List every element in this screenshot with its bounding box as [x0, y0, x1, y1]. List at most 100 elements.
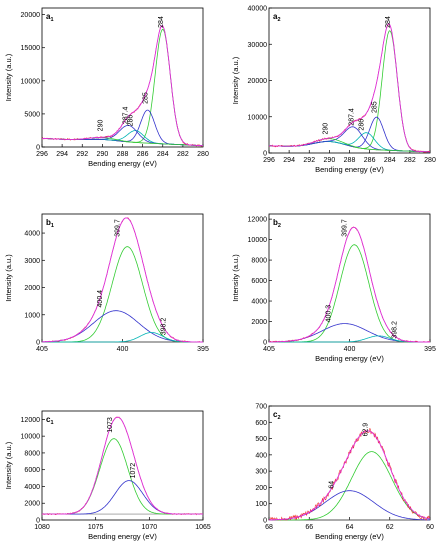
- x-tick-label: 282: [177, 151, 189, 158]
- y-tick-label: 0: [36, 340, 40, 347]
- plot-frame: [41, 410, 204, 521]
- plot-frame: [268, 7, 431, 154]
- component-290: [268, 138, 430, 153]
- x-tick-label: 296: [263, 157, 275, 164]
- component-400.4: [41, 310, 203, 343]
- x-axis-title: Bending energy (eV): [315, 354, 384, 363]
- y-tick-label: 15000: [21, 45, 41, 52]
- y-tick-label: 10000: [248, 114, 268, 121]
- y-tick-label: 30000: [248, 42, 268, 49]
- x-tick-label: 284: [384, 157, 396, 164]
- x-tick-label: 292: [76, 151, 88, 158]
- x-tick-label: 62: [386, 524, 394, 531]
- x-tick-label: 280: [424, 157, 436, 164]
- y-axis-title: Intensity (a.u.): [4, 53, 13, 101]
- x-tick-label: 286: [137, 151, 149, 158]
- y-tick-label: 500: [255, 436, 267, 443]
- x-tick-label: 292: [303, 157, 315, 164]
- plot-frame: [268, 213, 431, 343]
- y-tick-label: 3000: [24, 258, 40, 265]
- x-axis-title: Bending energy (eV): [88, 159, 157, 168]
- component-1073: [42, 438, 203, 515]
- y-tick-label: 100: [255, 501, 267, 508]
- x-tick-label: 290: [97, 151, 109, 158]
- y-axis-title: Intensity (a.u.): [4, 254, 13, 302]
- y-tick-label: 0: [263, 151, 267, 158]
- envelope-curve: [269, 430, 431, 521]
- x-axis-title: Bending energy (eV): [315, 532, 384, 541]
- peak-label-285: 285: [143, 92, 150, 104]
- peak-label-398.2: 398.2: [160, 318, 167, 336]
- x-tick-label: 405: [36, 346, 48, 353]
- peak-label-1073: 1073: [107, 417, 114, 433]
- y-tick-label: 4000: [24, 484, 40, 491]
- component-62.9: [269, 451, 431, 521]
- y-tick-label: 20000: [21, 12, 41, 19]
- peak-label-284: 284: [385, 16, 392, 28]
- x-tick-label: 1070: [142, 524, 158, 531]
- peak-label-399.7: 399.7: [114, 219, 121, 237]
- y-tick-label: 1000: [24, 312, 40, 319]
- x-tick-label: 400: [117, 346, 129, 353]
- y-tick-label: 2000: [24, 285, 40, 292]
- panel-b1: 405 400 395 0 1000 2000 3000 4000 Intensity (a.u…: [4, 213, 209, 353]
- panel-label: b1: [46, 218, 54, 229]
- panel-label: b2: [273, 218, 281, 229]
- plot-frame: [41, 7, 204, 148]
- y-tick-label: 10000: [21, 434, 41, 441]
- experimental-curve: [41, 217, 204, 343]
- x-tick-label: 294: [56, 151, 68, 158]
- peak-label-287.4: 287.4: [123, 107, 130, 125]
- panel-label: c2: [273, 410, 281, 421]
- x-tick-label: 280: [197, 151, 209, 158]
- x-tick-label: 395: [197, 346, 209, 353]
- x-tick-label: 68: [265, 524, 273, 531]
- experimental-curve: [268, 226, 431, 343]
- x-tick-label: 296: [36, 151, 48, 158]
- y-tick-label: 6000: [24, 467, 40, 474]
- component-1072: [42, 480, 203, 515]
- peak-label-284: 284: [158, 16, 165, 28]
- component-287.4: [42, 125, 204, 147]
- y-tick-label: 600: [255, 420, 267, 427]
- panel-a1: 296 294 292 290 288 286 284 282 280 0 5000 10000 150…: [4, 7, 209, 168]
- x-tick-label: 1065: [195, 524, 211, 531]
- panel-label: a2: [273, 12, 281, 23]
- y-tick-label: 10000: [248, 237, 268, 244]
- y-tick-label: 700: [255, 404, 267, 411]
- panel-c1: 1080 1075 1070 1065 0 2000 4000 6000 8000 10000 12…: [4, 410, 211, 541]
- peak-label-286: 286: [128, 115, 135, 127]
- y-tick-label: 4000: [24, 231, 40, 238]
- envelope-curve: [268, 23, 430, 153]
- x-tick-label: 294: [283, 157, 295, 164]
- peak-label-286: 286: [359, 119, 366, 131]
- x-tick-label: 284: [157, 151, 169, 158]
- y-tick-label: 8000: [251, 258, 267, 265]
- y-axis-title: Intensity (a.u.): [231, 56, 240, 104]
- y-tick-label: 2000: [24, 501, 40, 508]
- envelope-curve: [42, 416, 203, 515]
- y-tick-label: 0: [36, 145, 40, 152]
- x-tick-label: 60: [426, 524, 434, 531]
- experimental-curve: [268, 23, 431, 153]
- x-tick-label: 282: [404, 157, 416, 164]
- component-284: [268, 30, 430, 153]
- panel-label-subscript: 2: [277, 17, 280, 23]
- experimental-curve: [268, 428, 431, 521]
- envelope-curve: [42, 25, 204, 147]
- component-399.7: [269, 244, 430, 343]
- envelope-curve: [41, 217, 203, 343]
- x-tick-label: 1080: [34, 524, 50, 531]
- x-tick-label: 66: [305, 524, 313, 531]
- peak-label-285: 285: [372, 101, 379, 113]
- y-tick-label: 40000: [248, 6, 268, 13]
- component-398.2: [42, 332, 203, 343]
- x-tick-label: 400: [344, 346, 356, 353]
- panel-c2: 68 66 64 62 600100200300400500600700Bending …: [255, 404, 434, 542]
- y-tick-label: 6000: [251, 278, 267, 285]
- x-tick-label: 395: [424, 346, 436, 353]
- envelope-curve: [269, 226, 430, 343]
- panel-label-subscript: 1: [51, 223, 54, 229]
- y-tick-label: 12000: [21, 417, 41, 424]
- component-286: [268, 132, 430, 153]
